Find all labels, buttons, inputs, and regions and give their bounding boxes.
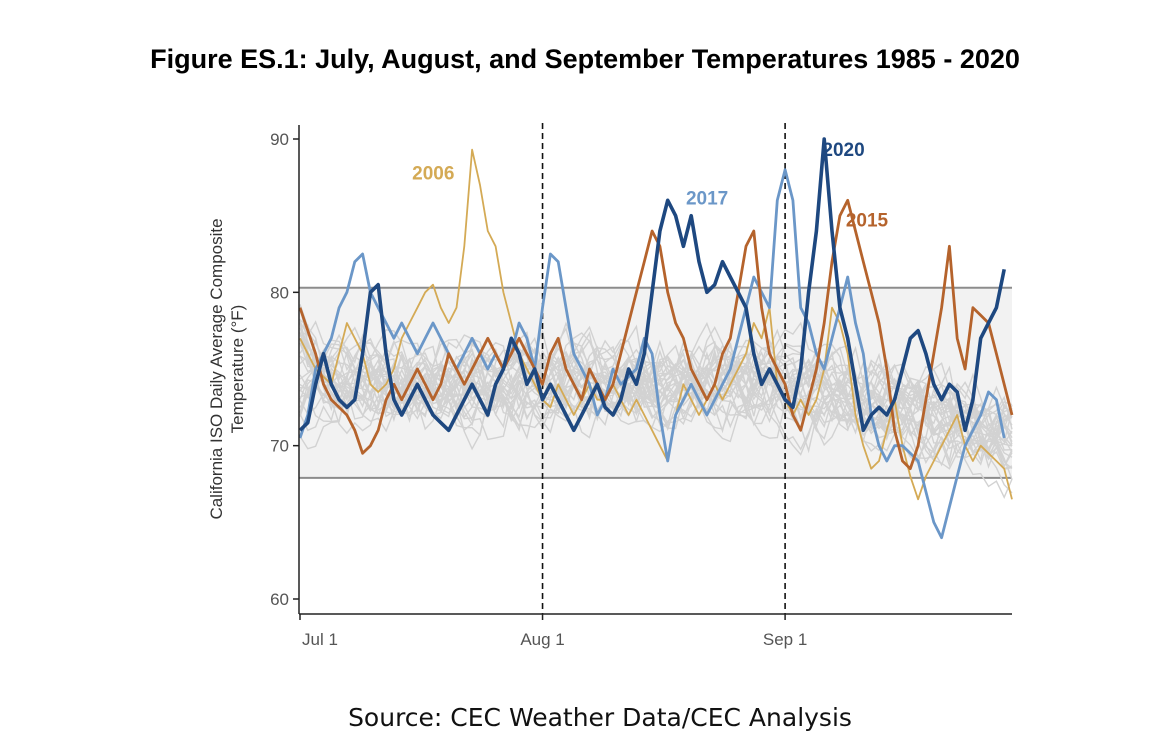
x-tick-label: Sep 1	[763, 630, 807, 649]
y-axis-title: California ISO Daily Average Composite Te…	[207, 218, 247, 519]
series-line-2020	[298, 137, 1006, 433]
figure-title: Figure ES.1: July, August, and September…	[150, 44, 1020, 74]
series-label-2006: 2006	[412, 163, 454, 184]
y-tick-label: 90	[270, 130, 289, 149]
y-tick-label: 70	[270, 437, 289, 456]
series-label-2017: 2017	[686, 189, 728, 210]
background-year-line	[299, 326, 1013, 463]
series-labels: 2006 2017 2015 2020	[412, 140, 888, 231]
series-label-2015: 2015	[846, 211, 889, 232]
series-label-2020: 2020	[822, 140, 864, 161]
series-line-2017	[298, 168, 1006, 540]
x-tick-label: Aug 1	[520, 630, 564, 649]
highlighted-series	[298, 137, 1014, 540]
series-line-2015	[298, 198, 1014, 471]
month-boundary-markers	[541, 123, 786, 614]
y-tick-label: 60	[270, 590, 289, 609]
axes: 60 70 80 90 Jul 1 Aug 1 Sep 1	[270, 125, 1012, 649]
background-year-line	[299, 327, 1013, 444]
x-tick-label: Jul 1	[302, 630, 338, 649]
y-tick-label: 80	[270, 283, 289, 302]
source-note: Source: CEC Weather Data/CEC Analysis	[348, 703, 852, 732]
